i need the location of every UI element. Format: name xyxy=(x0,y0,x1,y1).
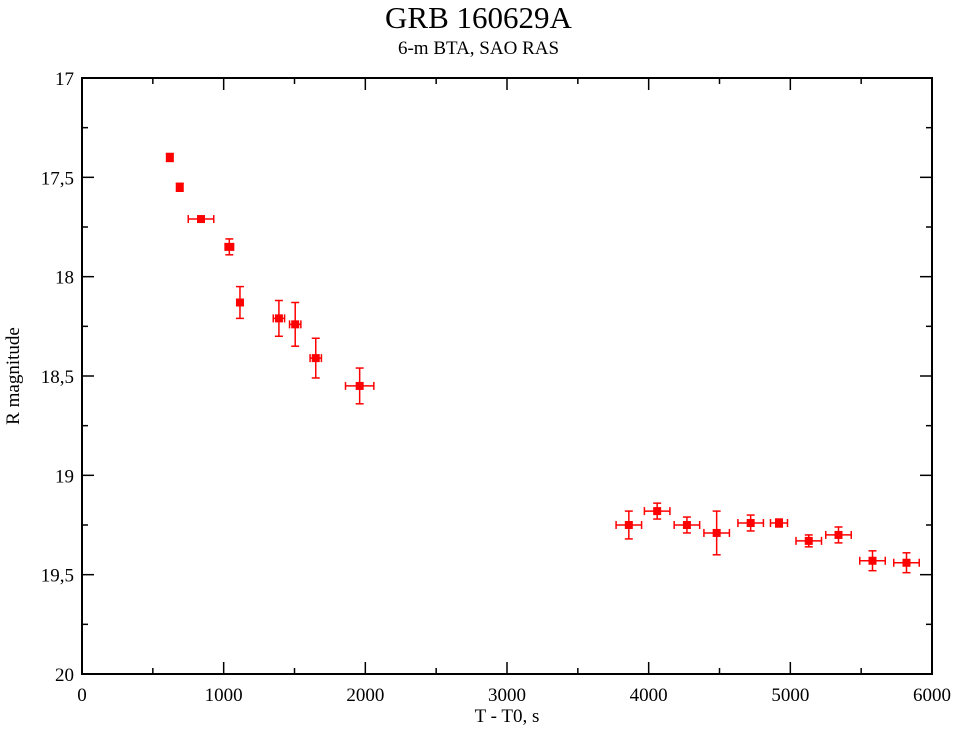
data-point xyxy=(643,502,671,520)
y-tick-label: 18 xyxy=(55,268,74,289)
point-marker xyxy=(175,183,184,192)
data-point xyxy=(309,337,323,379)
point-marker xyxy=(902,558,911,567)
data-point xyxy=(825,526,852,544)
data-point xyxy=(187,215,215,224)
data-point xyxy=(224,238,235,256)
point-marker xyxy=(311,354,320,363)
data-point xyxy=(673,516,701,534)
point-marker xyxy=(274,314,283,323)
x-tick-label: 6000 xyxy=(913,685,951,706)
point-marker xyxy=(868,556,877,565)
chart-title: GRB 160629A xyxy=(385,0,572,35)
point-marker xyxy=(775,519,783,528)
y-tick-label: 17,5 xyxy=(41,168,74,189)
y-tick-label: 19,5 xyxy=(41,566,74,587)
point-marker xyxy=(235,298,244,307)
data-point xyxy=(703,510,731,556)
point-marker xyxy=(746,519,755,528)
x-tick-label: 1000 xyxy=(205,685,243,706)
x-tick-label: 4000 xyxy=(630,685,668,706)
x-tick-label: 2000 xyxy=(346,685,384,706)
axis-ticks: 0 1000 2000 3000 4000 5000 6000 17 17,5 18 18,5 19 1… xyxy=(41,69,951,706)
point-marker xyxy=(355,381,364,390)
point-marker xyxy=(653,507,662,516)
point-marker xyxy=(712,528,721,537)
y-tick-label: 18,5 xyxy=(41,367,74,388)
y-tick-label: 20 xyxy=(55,665,74,686)
point-marker xyxy=(682,521,691,529)
data-point xyxy=(344,367,375,405)
data-point xyxy=(288,301,302,347)
data-point xyxy=(165,152,174,163)
data-point xyxy=(859,550,886,572)
x-tick-label: 5000 xyxy=(771,685,809,706)
point-marker xyxy=(197,215,205,224)
x-tick-label: 0 xyxy=(77,685,87,706)
point-marker xyxy=(624,521,633,529)
data-point xyxy=(175,182,184,192)
y-tick-label: 19 xyxy=(55,466,74,487)
data-point xyxy=(795,534,823,548)
x-tick-label: 3000 xyxy=(488,685,526,706)
data-point xyxy=(235,285,244,320)
point-marker xyxy=(225,242,234,251)
data-point xyxy=(272,299,286,338)
y-tick-label: 17 xyxy=(55,69,74,90)
point-marker xyxy=(834,530,843,539)
point-marker xyxy=(291,320,300,329)
plot-frame xyxy=(81,77,933,675)
data-point xyxy=(769,518,789,528)
chart-subtitle: 6-m BTA, SAO RAS xyxy=(397,38,560,59)
x-axis-label: T - T0, s xyxy=(475,706,540,727)
data-point xyxy=(615,510,643,540)
data-point xyxy=(737,514,765,532)
data-points xyxy=(165,152,920,574)
point-marker xyxy=(165,153,174,162)
data-point xyxy=(893,552,920,574)
point-marker xyxy=(804,536,813,545)
y-axis-label: R magnitude xyxy=(3,327,24,425)
